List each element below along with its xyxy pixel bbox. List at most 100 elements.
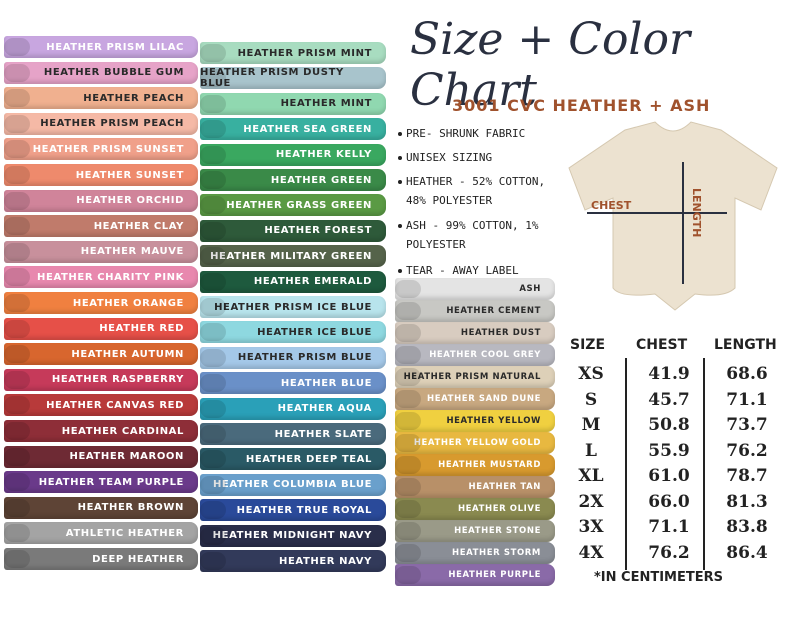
color-swatch: HEATHER FOREST (200, 219, 386, 242)
knot (4, 217, 30, 236)
color-swatch: HEATHER DEEP TEAL (200, 448, 386, 471)
table-cell: 50.8 (648, 415, 690, 435)
table-cell: 71.1 (648, 517, 690, 537)
color-swatch: HEATHER MIDNIGHT NAVY (200, 524, 386, 547)
table-header: CHEST (636, 337, 688, 353)
table-cell: 81.3 (726, 491, 768, 512)
table-note: *IN CENTIMETERS (594, 570, 723, 585)
knot (395, 434, 421, 452)
table-cell: 68.6 (726, 364, 768, 384)
table-cell: L (585, 440, 597, 461)
color-swatch: HEATHER MUSTARD (395, 454, 555, 476)
knot (200, 552, 226, 570)
color-swatch: HEATHER MINT (200, 92, 386, 115)
knot (200, 221, 226, 240)
knot (395, 324, 421, 342)
color-swatch: HEATHER CHARITY PINK (4, 266, 198, 289)
color-swatch: HEATHER MILITARY GREEN (200, 245, 386, 268)
table-cell: 41.9 (648, 364, 690, 384)
knot (200, 120, 226, 139)
knot (200, 145, 226, 164)
table-cell: 76.2 (726, 440, 768, 461)
knot (4, 422, 30, 440)
color-swatch: HEATHER SEA GREEN (200, 118, 386, 141)
knot (4, 166, 30, 184)
table-cell: XL (578, 466, 604, 486)
color-swatch: HEATHER PRISM SUNSET (4, 138, 198, 161)
color-swatch: HEATHER COOL GREY (395, 344, 555, 366)
table-cell: 2X (578, 491, 604, 512)
knot (200, 450, 226, 469)
table-cell: 86.4 (726, 542, 768, 563)
color-swatch: ATHLETIC HEATHER (4, 522, 198, 545)
table-cell: 45.7 (648, 389, 690, 410)
knot (395, 500, 421, 518)
color-swatch: HEATHER YELLOW (395, 410, 555, 432)
feature: ASH - 99% COTTON, 1% POLYESTER (398, 216, 546, 254)
length-label: LENGTH (690, 188, 703, 237)
knot (200, 196, 226, 215)
knot (200, 501, 226, 520)
subtitle: 3001 CVC HEATHER + ASH (452, 96, 711, 115)
color-swatch: HEATHER PRISM DUSTY BLUE (200, 67, 386, 90)
knot (200, 323, 226, 342)
knot (395, 280, 421, 298)
table-cell: 3X (578, 517, 604, 537)
knot (4, 345, 30, 364)
knot (4, 38, 30, 56)
color-swatch: HEATHER KELLY (200, 143, 386, 166)
table-cell: 4X (578, 542, 604, 563)
knot (4, 524, 30, 543)
knot (200, 399, 226, 418)
color-swatch: HEATHER CANVAS RED (4, 394, 198, 417)
table-cell: 78.7 (726, 466, 768, 486)
table-cell: 73.7 (726, 415, 768, 435)
color-swatch: HEATHER GRASS GREEN (200, 194, 386, 217)
feature: PRE- SHRUNK FABRIC (398, 124, 546, 143)
color-swatch: HEATHER AUTUMN (4, 343, 198, 366)
color-swatch: HEATHER PRISM BLUE (200, 346, 386, 369)
color-swatch: HEATHER RED (4, 317, 198, 340)
knot (395, 544, 421, 562)
table-cell: 61.0 (648, 466, 690, 486)
color-swatch: HEATHER MAROON (4, 445, 198, 468)
knot (200, 475, 226, 494)
knot (200, 374, 226, 393)
table-cell: M (581, 415, 601, 435)
color-swatch: HEATHER STONE (395, 520, 555, 542)
color-swatch: HEATHER TEAM PURPLE (4, 471, 198, 494)
knot (395, 412, 421, 430)
knot (4, 370, 30, 389)
knot (200, 526, 226, 545)
table-header: SIZE (570, 337, 606, 353)
knot (200, 44, 226, 62)
color-swatch: HEATHER DUST (395, 322, 555, 344)
color-swatch: HEATHER ORCHID (4, 189, 198, 212)
knot (200, 69, 226, 88)
knot (395, 390, 421, 408)
knot (200, 348, 226, 367)
color-swatch: HEATHER CEMENT (395, 300, 555, 322)
table-cell: S (584, 389, 598, 410)
knot (4, 242, 30, 261)
color-swatch: DEEP HEATHER (4, 548, 198, 570)
color-swatch: HEATHER SAND DUNE (395, 388, 555, 410)
color-swatch: ASH (395, 278, 555, 300)
knot (4, 191, 30, 210)
color-swatch: HEATHER EMERALD (200, 270, 386, 293)
knot (4, 473, 30, 492)
knot (395, 566, 421, 584)
feature: UNISEX SIZING (398, 148, 546, 167)
shirt: LENGTH CHEST (568, 121, 778, 311)
table-lines (625, 358, 705, 570)
table-cell: 76.2 (648, 542, 690, 563)
table-cell: 71.1 (726, 389, 768, 410)
knot (200, 94, 226, 113)
color-swatch: HEATHER BUBBLE GUM (4, 61, 198, 84)
knot (395, 368, 421, 386)
color-swatch: HEATHER OLIVE (395, 498, 555, 520)
table-cell: 83.8 (726, 517, 768, 537)
knot (395, 522, 421, 540)
table-cell: XS (578, 364, 604, 384)
